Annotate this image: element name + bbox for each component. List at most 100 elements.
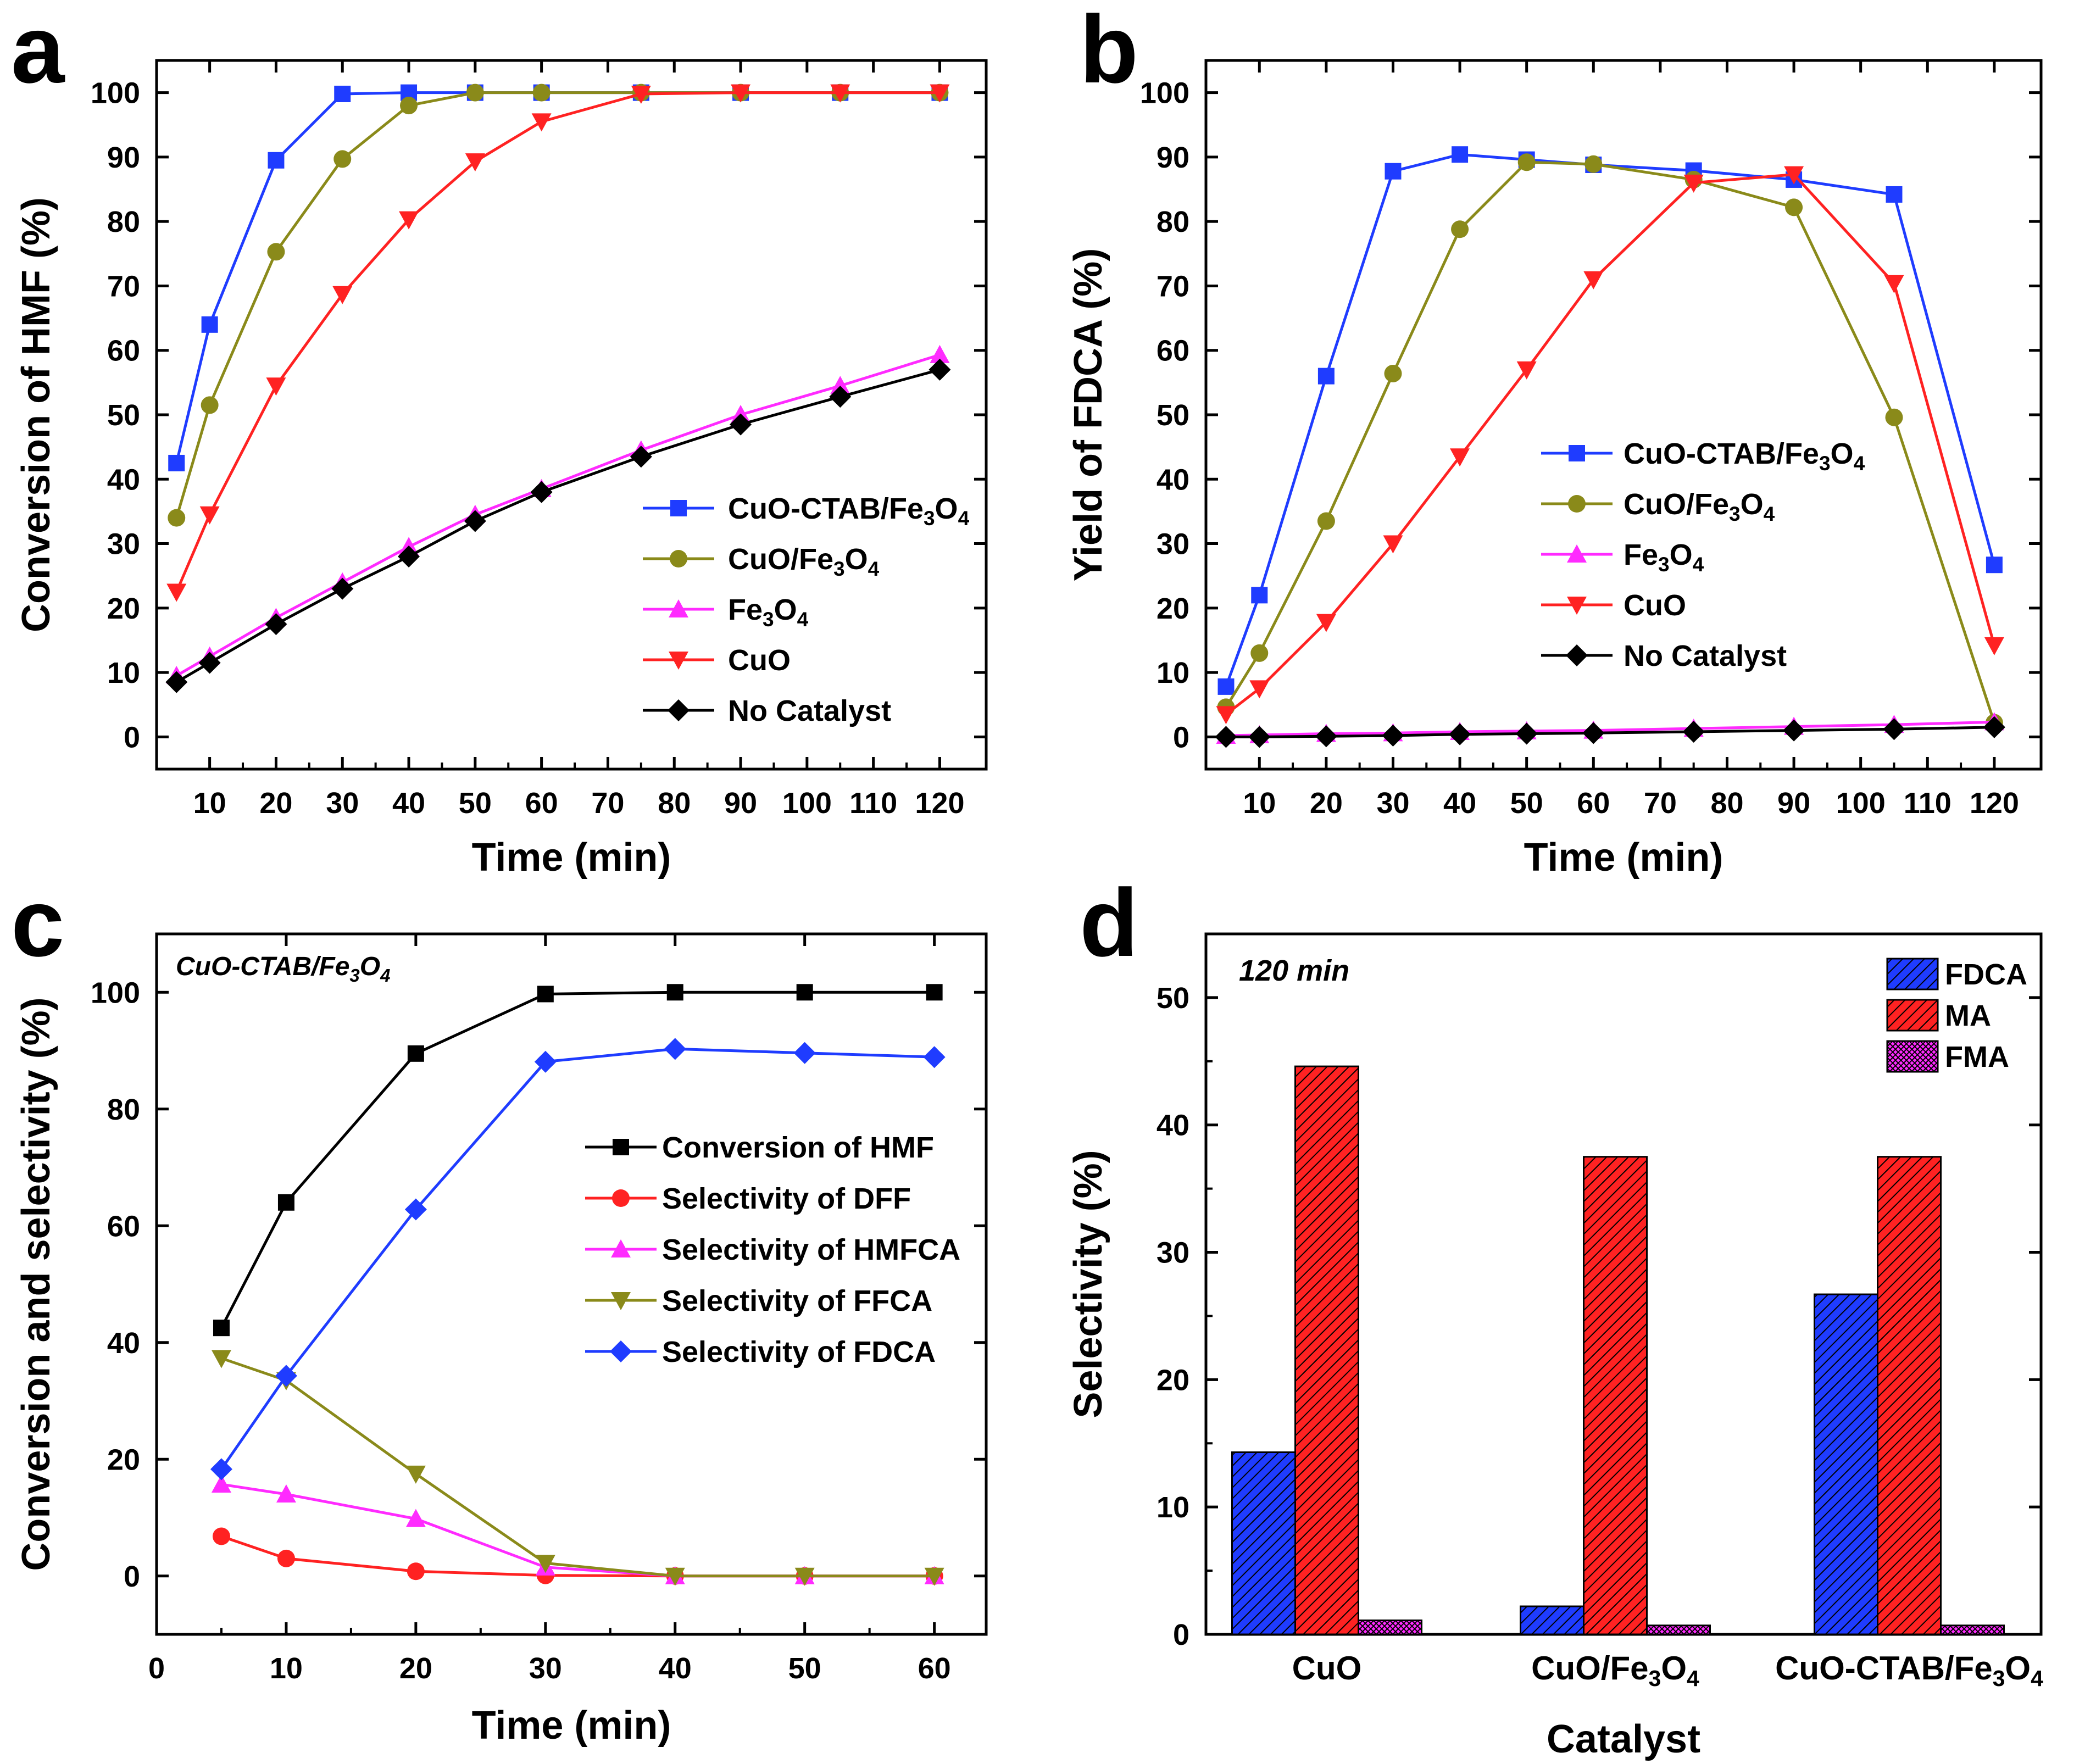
legend-label-part: No Catalyst xyxy=(728,694,891,727)
data-point xyxy=(1682,720,1705,743)
x-tick-label: 70 xyxy=(591,787,624,820)
panel-annotation: 120 min xyxy=(1239,954,1349,987)
data-point xyxy=(630,446,652,468)
legend-label-part: CuO-CTAB/Fe xyxy=(1624,437,1819,470)
legend-label: FMA xyxy=(1945,1040,2009,1073)
panel-annotation-part: 4 xyxy=(380,965,390,986)
data-point xyxy=(1215,726,1237,748)
legend-label-part: CuO-CTAB/Fe xyxy=(728,492,924,525)
data-point xyxy=(665,1567,685,1586)
legend-label-part: 4 xyxy=(797,608,809,631)
legend-marker xyxy=(611,1292,631,1310)
legend-marker xyxy=(1568,495,1586,513)
data-point xyxy=(407,1562,425,1581)
x-axis-label: Time (min) xyxy=(472,1704,671,1748)
data-point xyxy=(1450,448,1470,467)
y-tick-label: 0 xyxy=(124,721,140,754)
data-point xyxy=(930,84,950,103)
panel-annotation: CuO-CTAB/Fe3O4 xyxy=(176,952,390,986)
data-point xyxy=(666,984,683,1001)
data-point xyxy=(168,509,186,527)
data-point xyxy=(1885,408,1903,426)
legend-label: CuO-CTAB/Fe3O4 xyxy=(728,492,970,530)
plot-frame xyxy=(155,932,988,1636)
legend-label-part: 3 xyxy=(1819,452,1831,475)
data-point xyxy=(201,396,219,414)
data-point xyxy=(1251,587,1268,604)
data-point xyxy=(333,150,352,168)
x-tick-label-part: 4 xyxy=(1687,1666,1699,1691)
y-axis-label: Conversion and selectivity (%) xyxy=(14,997,58,1571)
data-point xyxy=(1317,368,1335,385)
legend-label-part: CuO/Fe xyxy=(728,543,833,576)
data-point xyxy=(464,510,486,532)
y-tick-label: 40 xyxy=(107,1327,140,1360)
legend-label: Selectivity of FDCA xyxy=(662,1335,936,1368)
data-point xyxy=(1515,722,1538,745)
y-tick-label: 10 xyxy=(107,656,140,689)
data-point xyxy=(923,1046,946,1069)
y-tick-label: 60 xyxy=(107,1210,140,1243)
legend-label-part: 3 xyxy=(1729,503,1741,525)
y-tick-label: 100 xyxy=(1140,77,1189,110)
y-tick-label: 10 xyxy=(1157,1491,1189,1524)
y-tick-label: 70 xyxy=(1157,270,1189,303)
data-point xyxy=(201,316,218,333)
data-point xyxy=(1583,271,1604,290)
data-point xyxy=(166,583,187,602)
data-point xyxy=(165,671,188,693)
data-point xyxy=(168,454,185,471)
data-point xyxy=(211,1474,231,1493)
data-point xyxy=(1884,275,1904,293)
data-point xyxy=(1783,719,1805,742)
legend-label-part: 4 xyxy=(1764,503,1775,525)
x-tick-label: 100 xyxy=(1836,787,1886,820)
panel-letter: d xyxy=(1080,870,1138,977)
legend-label: Selectivity of HMFCA xyxy=(662,1233,960,1266)
data-point xyxy=(531,113,552,132)
y-tick-label: 80 xyxy=(107,1093,140,1126)
x-tick-label: 120 xyxy=(915,787,964,820)
data-point xyxy=(1452,146,1469,163)
data-point xyxy=(399,211,419,230)
data-point xyxy=(1984,637,2004,655)
legend-swatch xyxy=(1886,999,1939,1032)
x-tick-label: 20 xyxy=(1310,787,1343,820)
x-tick-label-part: CuO/Fe xyxy=(1531,1650,1648,1687)
data-point xyxy=(730,413,752,436)
data-point xyxy=(1986,557,2003,574)
data-point xyxy=(405,1465,426,1484)
legend-marker xyxy=(670,500,687,516)
x-tick-label: CuO xyxy=(1292,1650,1362,1687)
y-tick-label: 30 xyxy=(1157,528,1189,561)
y-tick-label: 100 xyxy=(91,976,140,1009)
data-point xyxy=(530,481,553,503)
legend-label-part: O xyxy=(1741,488,1764,521)
x-tick-label: 60 xyxy=(918,1652,951,1685)
panel-b: 0 10 20 30 40 50 60 70 80 90 100 Time (min) Yield of… xyxy=(1066,0,2043,880)
panel-annotation-part: O xyxy=(360,952,380,981)
legend-label: FDCA xyxy=(1945,958,2027,991)
y-tick-label: 20 xyxy=(107,1443,140,1476)
y-axis-label: Selectivity (%) xyxy=(1066,1150,1110,1418)
data-point xyxy=(796,984,813,1001)
x-tick-label-part: CuO xyxy=(1292,1650,1362,1687)
bar xyxy=(1646,1624,1711,1635)
data-point xyxy=(198,652,221,674)
x-tick-label: 100 xyxy=(782,787,832,820)
data-point xyxy=(213,1320,230,1337)
bar xyxy=(1583,1156,1648,1635)
data-point xyxy=(266,377,286,396)
y-tick-label: 20 xyxy=(1157,592,1189,625)
legend-label-part: Selectivity of HMFCA xyxy=(662,1233,960,1266)
legend-marker xyxy=(1566,644,1588,666)
panel-annotation-part: CuO-CTAB/Fe xyxy=(176,952,349,981)
bar xyxy=(1940,1624,2005,1635)
legend-label-part: CuO xyxy=(1624,589,1686,622)
data-point xyxy=(331,577,354,600)
y-tick-label: 20 xyxy=(1157,1364,1189,1396)
y-tick-label: 20 xyxy=(107,592,140,625)
data-point xyxy=(664,1038,686,1060)
x-tick-label: 90 xyxy=(1777,787,1810,820)
x-tick-label: 10 xyxy=(193,787,226,820)
